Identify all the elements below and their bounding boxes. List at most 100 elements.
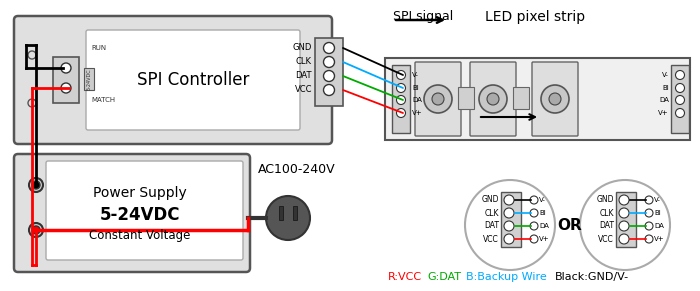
FancyBboxPatch shape bbox=[86, 30, 300, 130]
Circle shape bbox=[645, 222, 653, 230]
FancyBboxPatch shape bbox=[14, 16, 332, 144]
Text: DA: DA bbox=[654, 223, 664, 229]
Text: V+: V+ bbox=[539, 236, 550, 242]
Circle shape bbox=[619, 195, 629, 205]
Circle shape bbox=[676, 109, 685, 118]
Circle shape bbox=[396, 84, 405, 93]
Circle shape bbox=[530, 235, 538, 243]
Circle shape bbox=[541, 85, 569, 113]
Circle shape bbox=[580, 180, 670, 270]
Text: CLK: CLK bbox=[484, 208, 499, 217]
Circle shape bbox=[487, 93, 499, 105]
Circle shape bbox=[424, 85, 452, 113]
Bar bbox=[293, 206, 297, 220]
Text: 5-24VDC: 5-24VDC bbox=[87, 68, 92, 90]
Text: BI: BI bbox=[662, 85, 669, 91]
Circle shape bbox=[549, 93, 561, 105]
Text: V+: V+ bbox=[412, 110, 423, 116]
Circle shape bbox=[465, 180, 555, 270]
Circle shape bbox=[530, 209, 538, 217]
Circle shape bbox=[530, 222, 538, 230]
Text: CLK: CLK bbox=[296, 58, 312, 67]
Circle shape bbox=[28, 51, 36, 59]
Circle shape bbox=[504, 195, 514, 205]
Circle shape bbox=[645, 235, 653, 243]
Text: VCC: VCC bbox=[295, 86, 312, 95]
Circle shape bbox=[619, 221, 629, 231]
Text: V-: V- bbox=[662, 72, 669, 78]
FancyBboxPatch shape bbox=[14, 154, 250, 272]
Text: OR: OR bbox=[558, 217, 582, 233]
Circle shape bbox=[504, 208, 514, 218]
Text: DA: DA bbox=[412, 97, 422, 103]
Circle shape bbox=[323, 56, 335, 68]
Text: G:DAT: G:DAT bbox=[427, 272, 461, 282]
Circle shape bbox=[396, 109, 405, 118]
Circle shape bbox=[676, 70, 685, 79]
Circle shape bbox=[619, 208, 629, 218]
Text: GND: GND bbox=[293, 43, 312, 52]
Bar bbox=[315, 38, 343, 106]
Circle shape bbox=[396, 70, 405, 79]
Circle shape bbox=[32, 226, 40, 234]
Text: DA: DA bbox=[539, 223, 549, 229]
Circle shape bbox=[530, 196, 538, 204]
Bar bbox=[84, 68, 94, 90]
Text: 5-24VDC: 5-24VDC bbox=[99, 206, 181, 224]
Circle shape bbox=[323, 42, 335, 54]
Circle shape bbox=[29, 178, 43, 192]
Text: V+: V+ bbox=[659, 110, 669, 116]
Circle shape bbox=[396, 95, 405, 104]
Circle shape bbox=[323, 84, 335, 95]
Text: SPI signal: SPI signal bbox=[393, 10, 454, 23]
Bar bbox=[279, 206, 283, 220]
Text: R:VCC: R:VCC bbox=[388, 272, 422, 282]
Text: DAT: DAT bbox=[295, 72, 312, 81]
Text: DA: DA bbox=[659, 97, 669, 103]
Text: AC100-240V: AC100-240V bbox=[258, 163, 335, 176]
Text: V-: V- bbox=[654, 197, 661, 203]
Text: BI: BI bbox=[539, 210, 546, 216]
Text: RUN: RUN bbox=[91, 45, 106, 51]
Circle shape bbox=[32, 181, 40, 189]
Circle shape bbox=[61, 63, 71, 73]
Text: DAT: DAT bbox=[484, 221, 499, 230]
Circle shape bbox=[432, 93, 444, 105]
Bar bbox=[671, 65, 689, 133]
Bar bbox=[513, 87, 529, 109]
Text: V-: V- bbox=[539, 197, 546, 203]
Text: LED pixel strip: LED pixel strip bbox=[485, 10, 585, 24]
Circle shape bbox=[645, 209, 653, 217]
Text: DAT: DAT bbox=[599, 221, 614, 230]
Text: SPI Controller: SPI Controller bbox=[136, 71, 249, 89]
Text: GND: GND bbox=[596, 196, 614, 205]
FancyBboxPatch shape bbox=[470, 62, 516, 136]
FancyBboxPatch shape bbox=[532, 62, 578, 136]
Text: V+: V+ bbox=[654, 236, 664, 242]
Text: Constant Voltage: Constant Voltage bbox=[90, 230, 190, 242]
Circle shape bbox=[676, 95, 685, 104]
Circle shape bbox=[504, 234, 514, 244]
Circle shape bbox=[645, 196, 653, 204]
Text: BI: BI bbox=[412, 85, 419, 91]
Bar bbox=[392, 65, 410, 133]
Bar bbox=[501, 192, 521, 247]
Text: VCC: VCC bbox=[483, 235, 499, 244]
Circle shape bbox=[266, 196, 310, 240]
Text: VCC: VCC bbox=[598, 235, 614, 244]
Circle shape bbox=[323, 70, 335, 81]
Text: V-: V- bbox=[412, 72, 419, 78]
Bar bbox=[385, 58, 690, 140]
Text: CLK: CLK bbox=[599, 208, 614, 217]
Text: B:Backup Wire: B:Backup Wire bbox=[466, 272, 547, 282]
Bar bbox=[458, 87, 474, 109]
FancyBboxPatch shape bbox=[415, 62, 461, 136]
Text: BI: BI bbox=[654, 210, 661, 216]
Circle shape bbox=[29, 223, 43, 237]
Circle shape bbox=[28, 99, 36, 107]
Bar bbox=[616, 192, 636, 247]
Text: Power Supply: Power Supply bbox=[93, 186, 187, 200]
Text: MATCH: MATCH bbox=[91, 97, 115, 103]
Circle shape bbox=[61, 83, 71, 93]
Circle shape bbox=[504, 221, 514, 231]
